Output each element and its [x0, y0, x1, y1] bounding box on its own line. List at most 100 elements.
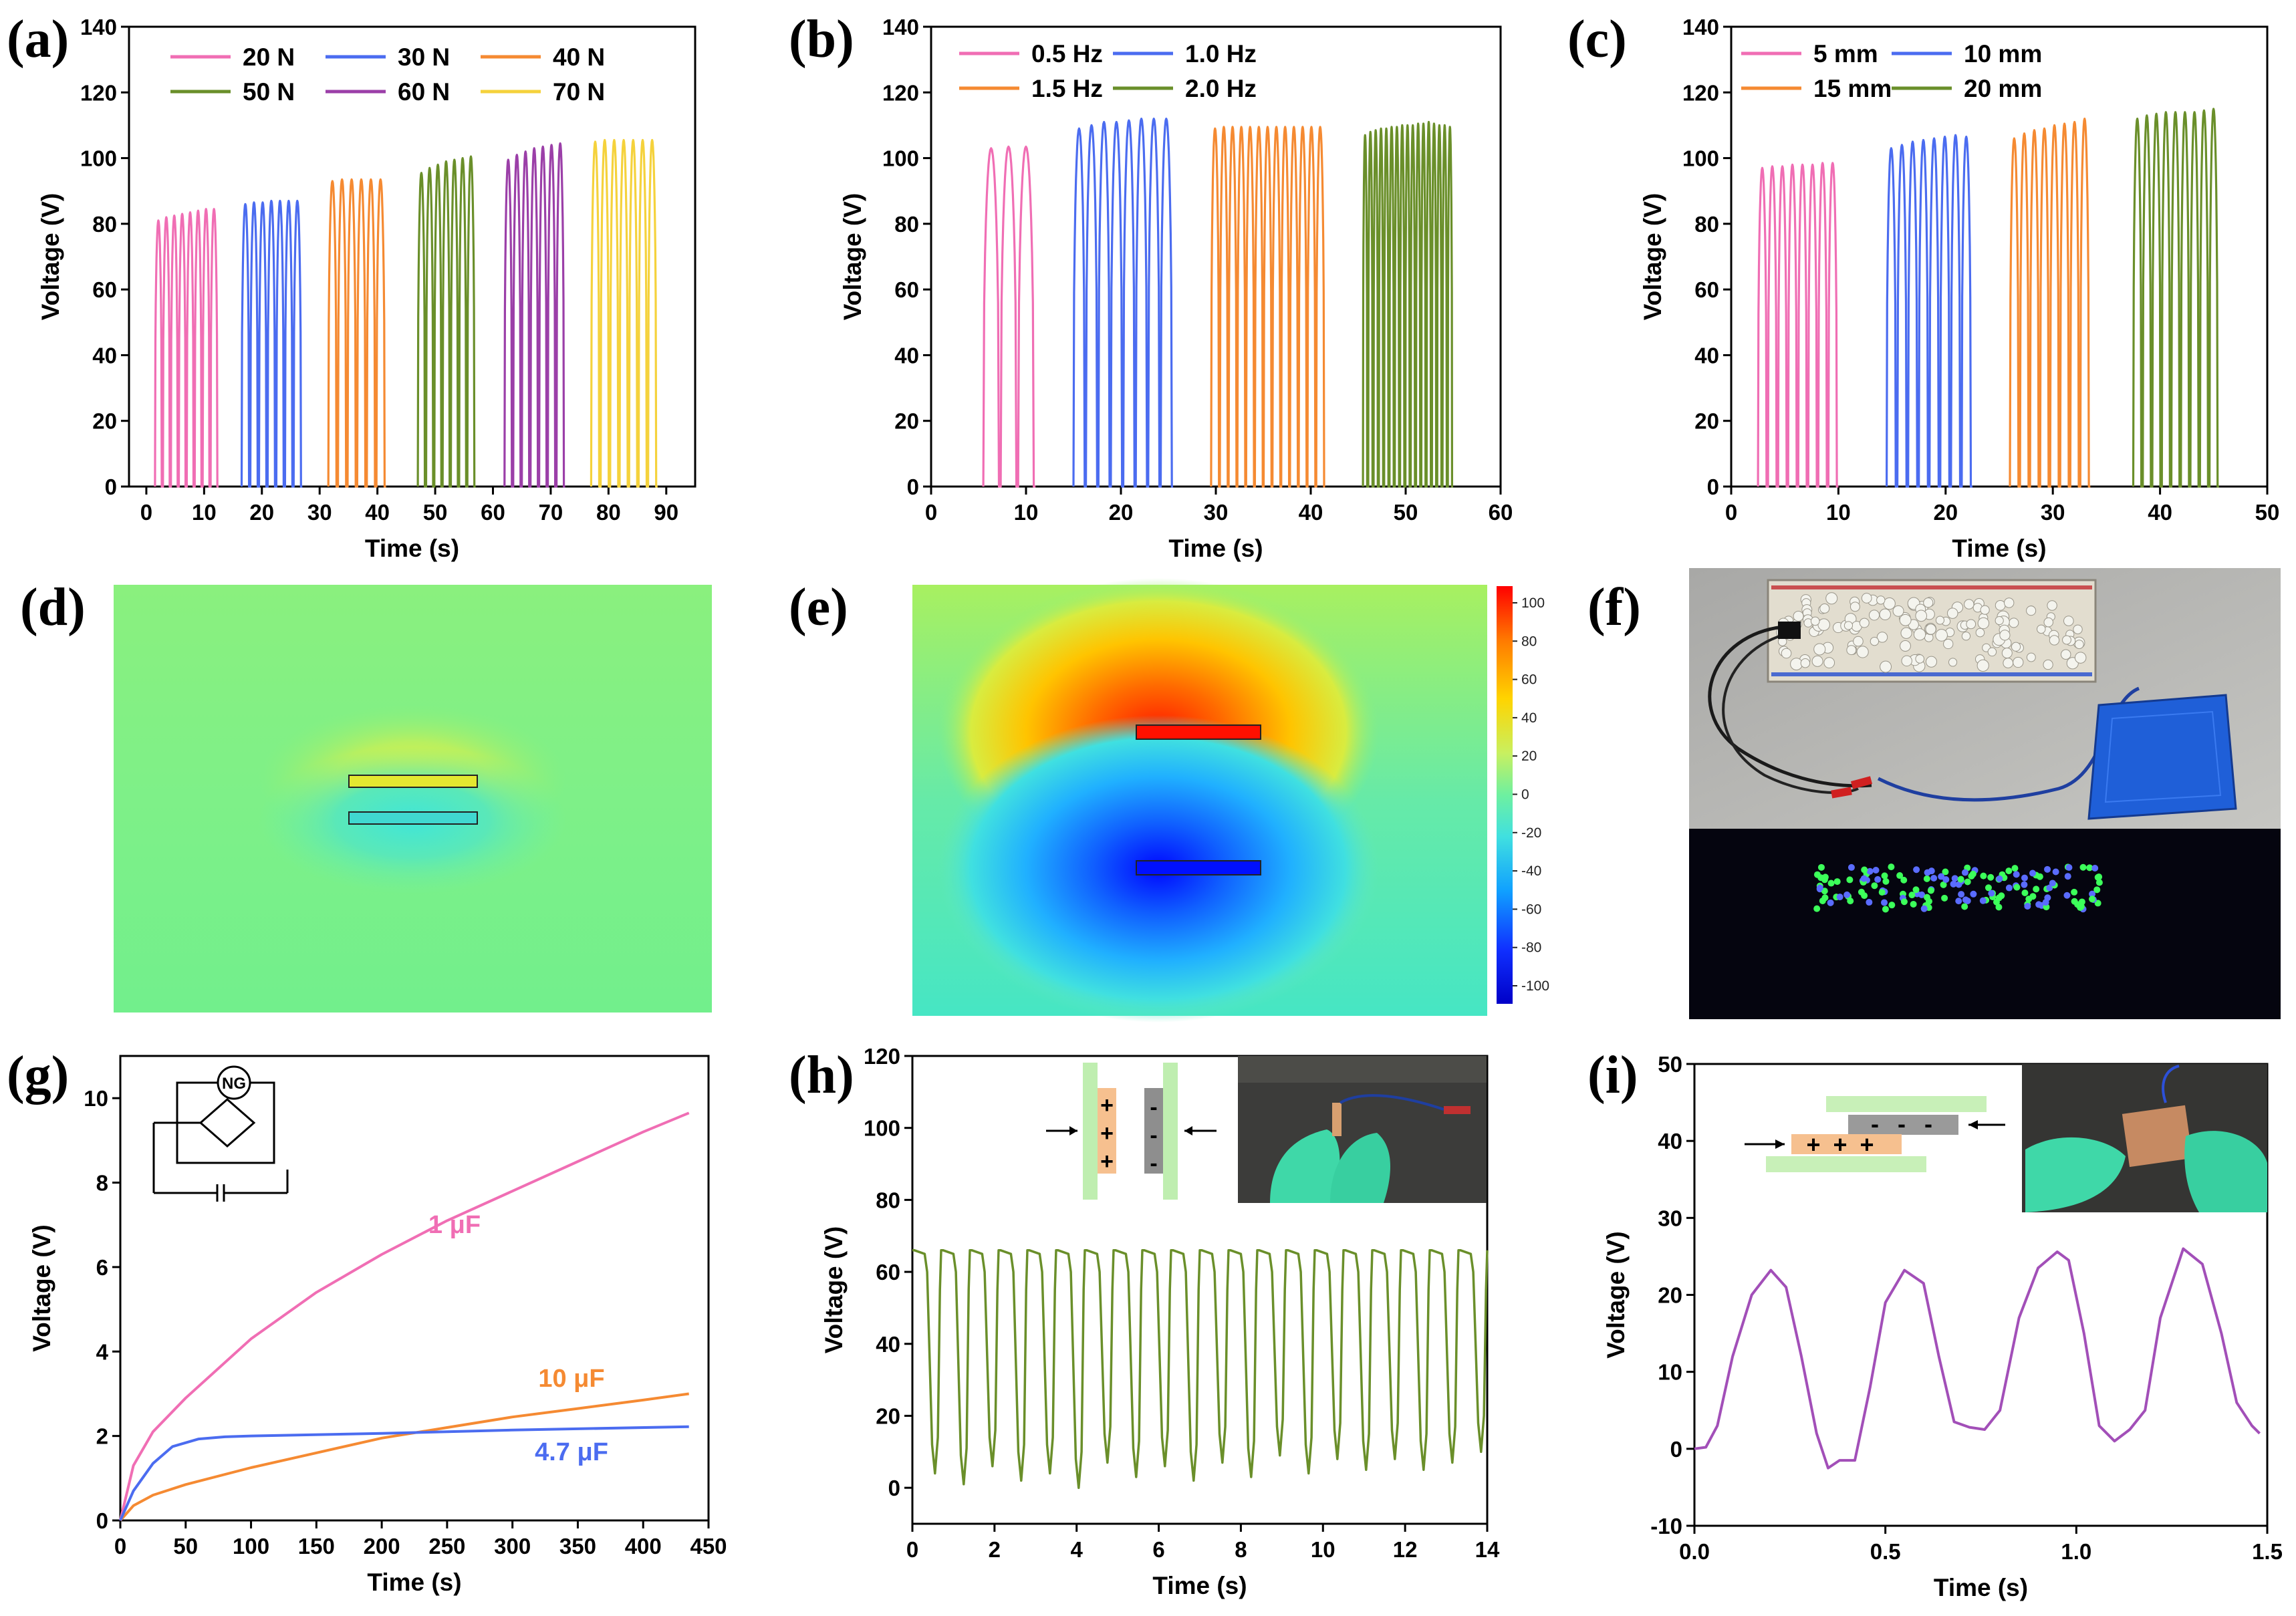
- series-line: [240, 199, 303, 488]
- breadboard-led: [1935, 629, 1948, 642]
- lit-led: [1979, 897, 1987, 904]
- charge-sign-positive: +: [1806, 1131, 1820, 1158]
- panel-label-g: (g): [7, 1046, 69, 1105]
- force-arrowhead: [1775, 1139, 1785, 1149]
- y-axis-label: Voltage (V): [1639, 193, 1666, 321]
- breadboard-led: [1849, 601, 1860, 612]
- series-line: [416, 155, 476, 488]
- colorbar-tick-label: 20: [1521, 749, 1537, 764]
- x-tick-label: 90: [654, 500, 678, 525]
- lit-led: [1964, 878, 1971, 886]
- lit-led: [1970, 890, 1977, 898]
- legend-label: 1.0 Hz: [1185, 40, 1257, 68]
- breadboard-led: [2001, 648, 2013, 659]
- x-tick-label: 14: [1475, 1537, 1500, 1562]
- x-tick-label: 40: [1299, 500, 1323, 525]
- lit-led: [1816, 884, 1823, 892]
- x-axis-label: Time (s): [1934, 1574, 2028, 1601]
- glove-i-right: [2184, 1131, 2267, 1212]
- field-e-lower-layer: [1136, 860, 1261, 876]
- lit-led: [2064, 873, 2071, 880]
- x-tick-label: 50: [423, 500, 448, 525]
- breadboard-led: [1817, 618, 1830, 631]
- x-axis-label: Time (s): [365, 535, 459, 562]
- x-axis-label: Time (s): [1952, 535, 2046, 562]
- colorbar-tick-label: 60: [1521, 672, 1537, 688]
- x-tick-label: 300: [494, 1534, 531, 1559]
- charge-sign-negative: -: [1924, 1110, 1932, 1137]
- ng-pad-pattern: [2104, 710, 2222, 803]
- lit-led: [1961, 903, 1968, 910]
- x-tick-label: 250: [428, 1534, 465, 1559]
- x-tick-label: 350: [559, 1534, 596, 1559]
- breadboard-led: [1915, 654, 1925, 664]
- lit-led: [1896, 872, 1904, 880]
- panel-label-d: (d): [20, 578, 86, 637]
- lit-led: [1827, 880, 1835, 887]
- lit-led: [2089, 896, 2096, 903]
- lit-led: [2029, 869, 2036, 877]
- legend-label: 1.5 Hz: [1031, 75, 1103, 102]
- schematic-layer: [1826, 1096, 1987, 1112]
- breadboard-led: [1975, 628, 1985, 638]
- connector-red-2: [1831, 787, 1852, 799]
- legend-label: 20 N: [243, 43, 295, 71]
- lit-led: [2071, 898, 2078, 905]
- x-tick-label: 0: [906, 1537, 918, 1562]
- lit-led: [2005, 867, 2013, 875]
- lit-led: [1827, 899, 1834, 906]
- lit-led: [2021, 881, 2028, 888]
- x-tick-label: 30: [1204, 500, 1229, 525]
- breadboard-led: [2047, 600, 2057, 611]
- y-tick-label: 140: [1682, 15, 1719, 39]
- y-tick-label: 100: [882, 146, 919, 171]
- x-tick-label: 200: [364, 1534, 400, 1559]
- y-tick-label: 0: [907, 475, 919, 499]
- colorbar-tick-label: -100: [1521, 978, 1549, 994]
- y-tick-label: 2: [96, 1424, 108, 1449]
- breadboard-led: [1861, 593, 1872, 603]
- photo-f-bottom: [1689, 829, 2281, 1019]
- series-line: [119, 1392, 689, 1522]
- lit-led: [2042, 899, 2049, 906]
- x-tick-label: 400: [625, 1534, 662, 1559]
- breadboard-led: [2026, 652, 2036, 662]
- lit-led: [1817, 874, 1825, 882]
- y-tick-label: 20: [1658, 1283, 1682, 1308]
- ng-symbol-label: NG: [222, 1075, 246, 1093]
- colorbar-tick-label: 40: [1521, 710, 1537, 726]
- lit-led: [2095, 879, 2103, 886]
- breadboard-led: [1925, 624, 1936, 635]
- breadboard-led: [2049, 635, 2060, 646]
- breadboard-led: [2074, 640, 2084, 650]
- lit-led: [1871, 882, 1878, 890]
- lit-led: [1985, 884, 1992, 892]
- breadboard-led: [1811, 655, 1823, 667]
- lit-led: [1942, 876, 1950, 884]
- y-tick-label: 40: [1694, 343, 1719, 368]
- legend-label: 2.0 Hz: [1185, 75, 1257, 102]
- breadboard-led: [1876, 595, 1886, 605]
- panel-label-b: (b): [789, 10, 854, 69]
- schematic-negative-layer: [1144, 1088, 1163, 1174]
- colorbar-tick-label: 100: [1521, 595, 1545, 611]
- legend-label: 15 mm: [1813, 75, 1892, 102]
- y-axis-label: Voltage (V): [839, 193, 866, 321]
- breadboard-led: [1870, 636, 1880, 646]
- y-tick-label: 40: [92, 343, 117, 368]
- lit-led: [1927, 887, 1934, 894]
- lit-led: [2093, 886, 2101, 894]
- schematic-layer: [1766, 1156, 1926, 1172]
- breadboard-led: [1900, 640, 1911, 652]
- breadboard-led: [1892, 605, 1904, 617]
- breadboard-led: [1823, 657, 1835, 668]
- panel-label-c: (c): [1567, 10, 1627, 69]
- x-tick-label: 10: [1826, 500, 1851, 525]
- chart-h: 0 2 4 6 8 10 12 14 0 20 40 60 80 100 120 Time (s) Voltag…: [820, 1044, 1500, 1599]
- x-tick-label: 0: [925, 500, 937, 525]
- schematic-positive-layer: [1791, 1134, 1902, 1154]
- lit-led: [1955, 898, 1962, 905]
- charge-sign-positive: +: [1100, 1121, 1114, 1146]
- x-tick-label: 10: [1014, 500, 1039, 525]
- series-line: [1210, 126, 1325, 488]
